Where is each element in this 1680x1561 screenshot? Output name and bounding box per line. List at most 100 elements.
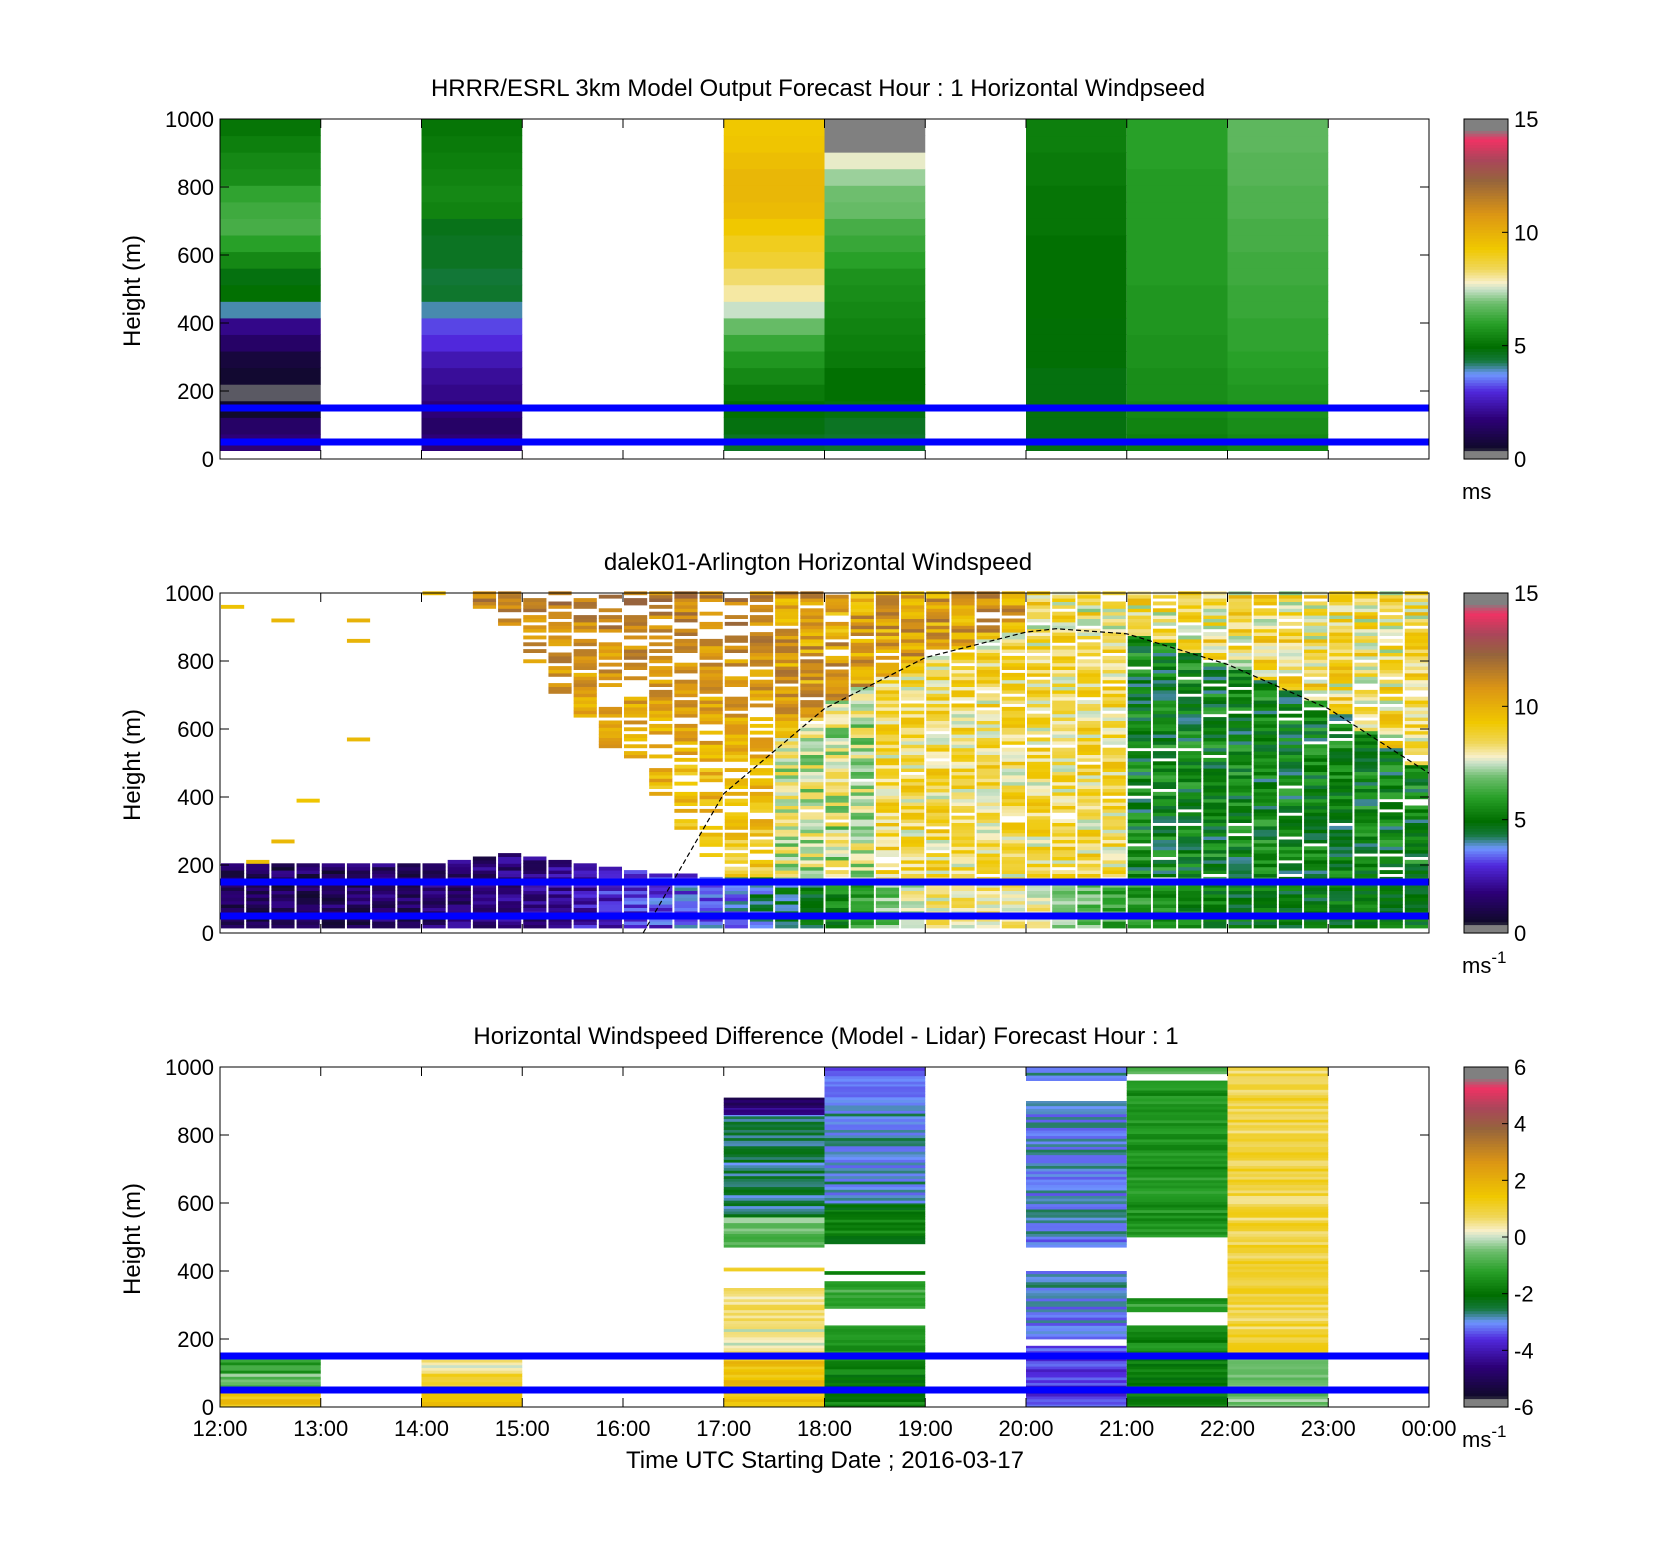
heatmap-cell bbox=[1278, 788, 1303, 793]
heatmap-cell bbox=[1001, 740, 1025, 745]
heatmap-cell bbox=[749, 808, 774, 813]
colorbar-segment bbox=[1464, 393, 1508, 398]
heatmap-cell bbox=[271, 900, 295, 905]
heatmap-cell bbox=[674, 628, 698, 633]
heatmap-cell bbox=[1026, 1162, 1127, 1166]
heatmap-cell bbox=[800, 669, 824, 674]
heatmap-cell bbox=[548, 907, 572, 912]
heatmap-cell bbox=[1102, 761, 1126, 766]
heatmap-cell bbox=[926, 893, 950, 898]
colorbar-segment bbox=[1464, 788, 1508, 792]
heatmap-cell bbox=[296, 866, 320, 871]
heatmap-cell bbox=[749, 795, 774, 800]
colorbar-segment bbox=[1464, 1163, 1508, 1167]
colorbar-segment bbox=[1464, 1203, 1508, 1207]
heatmap-cell bbox=[296, 883, 320, 888]
heatmap-cell bbox=[1001, 822, 1025, 827]
heatmap-cell bbox=[824, 1238, 926, 1242]
heatmap-cell bbox=[724, 907, 748, 912]
heatmap-cell bbox=[1329, 679, 1353, 684]
heatmap-cell bbox=[1203, 859, 1227, 864]
heatmap-cell bbox=[472, 887, 497, 891]
heatmap-cell bbox=[1102, 751, 1126, 755]
heatmap-cell bbox=[1102, 842, 1126, 847]
heatmap-cell bbox=[850, 642, 874, 647]
heatmap-cell bbox=[1278, 608, 1303, 613]
heatmap-cell bbox=[1126, 1067, 1228, 1069]
heatmap-cell bbox=[775, 703, 799, 708]
heatmap-cell bbox=[926, 815, 950, 820]
heatmap-cell bbox=[1404, 771, 1428, 776]
colorbar-segment bbox=[1464, 927, 1508, 931]
heatmap-cell bbox=[498, 604, 522, 609]
heatmap-cell bbox=[901, 890, 925, 895]
heatmap-cell bbox=[1052, 842, 1076, 847]
heatmap-cell bbox=[1126, 1120, 1228, 1124]
heatmap-cell bbox=[1126, 1209, 1228, 1213]
heatmap-cell bbox=[1077, 819, 1101, 823]
heatmap-cell bbox=[800, 781, 824, 786]
heatmap-cell bbox=[1077, 863, 1101, 868]
colorbar-segment bbox=[1464, 150, 1508, 154]
heatmap-cell bbox=[1178, 672, 1202, 677]
heatmap-cell bbox=[1027, 846, 1051, 851]
heatmap-cell bbox=[346, 638, 371, 643]
colorbar-segment bbox=[1464, 187, 1508, 191]
heatmap-cell bbox=[1228, 669, 1252, 674]
heatmap-cell bbox=[1354, 757, 1378, 762]
heatmap-cell bbox=[723, 1345, 825, 1349]
heatmap-cell bbox=[926, 669, 950, 674]
colorbar-segment bbox=[1464, 1072, 1508, 1077]
y-tick-label: 200 bbox=[177, 1327, 214, 1352]
heatmap-cell bbox=[624, 754, 648, 759]
heatmap-cell bbox=[1001, 798, 1025, 803]
heatmap-cell bbox=[1077, 856, 1101, 861]
colorbar-segment bbox=[1464, 1341, 1508, 1346]
heatmap-cell bbox=[775, 710, 799, 715]
heatmap-cell bbox=[824, 1230, 926, 1234]
heatmap-cell bbox=[421, 384, 523, 402]
heatmap-cell bbox=[1026, 1404, 1127, 1408]
heatmap-cell bbox=[1379, 846, 1403, 851]
heatmap-cell bbox=[825, 734, 849, 738]
heatmap-cell bbox=[598, 642, 622, 647]
heatmap-cell bbox=[1152, 693, 1177, 698]
heatmap-cell bbox=[1178, 897, 1202, 902]
heatmap-cell bbox=[723, 1105, 825, 1109]
heatmap-cell bbox=[1304, 662, 1328, 667]
heatmap-cell bbox=[951, 734, 975, 738]
heatmap-cell bbox=[1379, 717, 1403, 721]
heatmap-cell bbox=[548, 893, 572, 898]
heatmap-cell bbox=[926, 696, 950, 701]
heatmap-cell bbox=[1126, 1188, 1228, 1192]
heatmap-cell bbox=[1001, 672, 1025, 677]
colorbar-segment bbox=[1464, 408, 1508, 412]
heatmap-cell bbox=[850, 679, 874, 684]
heatmap-cell bbox=[1026, 1222, 1127, 1226]
heatmap-cell bbox=[1052, 764, 1076, 769]
heatmap-cell bbox=[901, 829, 925, 834]
heatmap-cell bbox=[624, 655, 648, 660]
heatmap-cell bbox=[598, 723, 622, 728]
heatmap-cell bbox=[1178, 720, 1202, 725]
heatmap-cell bbox=[1127, 703, 1151, 708]
heatmap-cell bbox=[1227, 1268, 1329, 1273]
heatmap-cell bbox=[1404, 917, 1428, 922]
heatmap-cell bbox=[271, 893, 295, 898]
heatmap-cell bbox=[824, 1102, 926, 1106]
heatmap-cell bbox=[1126, 1339, 1228, 1343]
colorbar-unit-exponent: -1 bbox=[1491, 1422, 1506, 1441]
heatmap-cell bbox=[397, 893, 421, 898]
heatmap-cell bbox=[674, 795, 698, 800]
heatmap-cell bbox=[775, 812, 799, 817]
heatmap-cell bbox=[723, 1228, 825, 1232]
heatmap-cell bbox=[1126, 1368, 1228, 1373]
colorbar-segment bbox=[1464, 133, 1508, 137]
heatmap-cell bbox=[1127, 686, 1151, 691]
heatmap-cell bbox=[1027, 693, 1051, 698]
heatmap-cell bbox=[1052, 604, 1076, 609]
heatmap-cell bbox=[1228, 768, 1252, 772]
heatmap-cell bbox=[901, 795, 925, 800]
colorbar-segment bbox=[1464, 141, 1508, 146]
heatmap-cell bbox=[875, 642, 900, 647]
